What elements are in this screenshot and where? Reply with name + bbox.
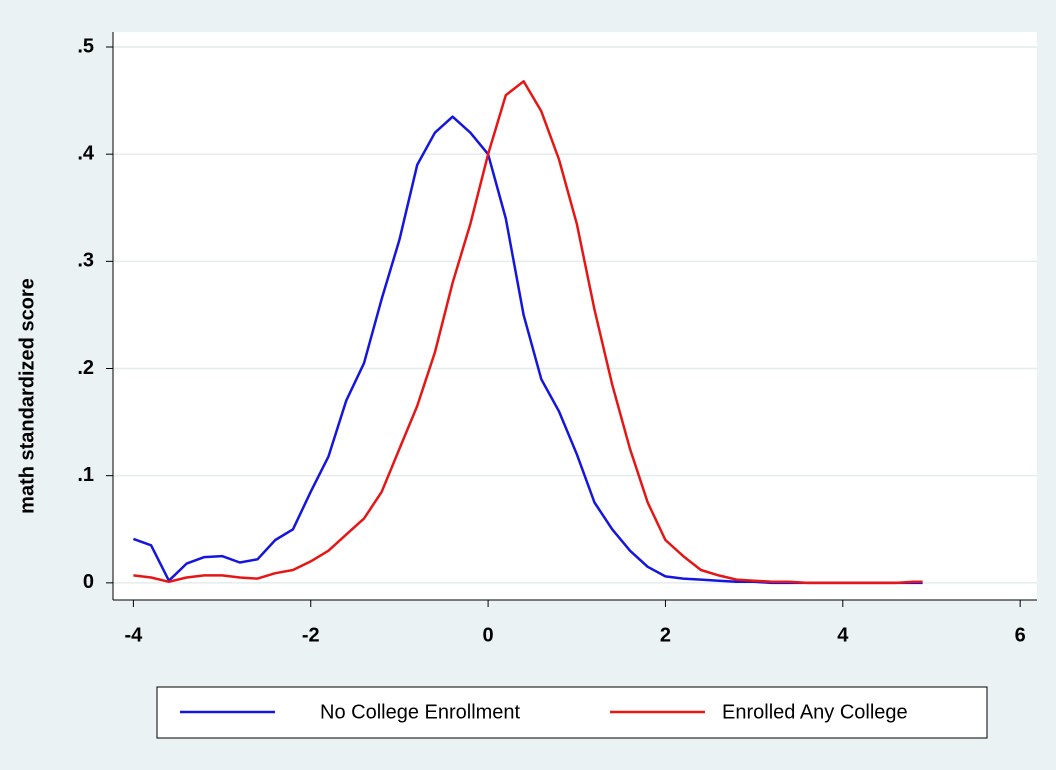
y-tick-label: .1 [77,464,94,486]
plot-area [113,32,1037,600]
x-tick-label: 2 [660,624,671,646]
legend-label: Enrolled Any College [722,701,908,723]
x-tick-label: -2 [302,624,320,646]
y-tick-label: .4 [77,142,95,164]
line-series [133,80,923,585]
y-tick-label: .2 [77,357,94,379]
y-axis-label: math standardized score [16,278,38,514]
x-tick-label: 0 [483,624,494,646]
x-tick-label: 6 [1015,624,1026,646]
y-tick-label: .5 [77,35,94,57]
y-tick-label: 0 [83,571,94,593]
y-tick-label: .3 [77,250,94,272]
legend-label: No College Enrollment [320,701,521,723]
x-tick-label: 4 [837,624,849,646]
legend [156,686,988,739]
x-tick-label: -4 [124,624,143,646]
